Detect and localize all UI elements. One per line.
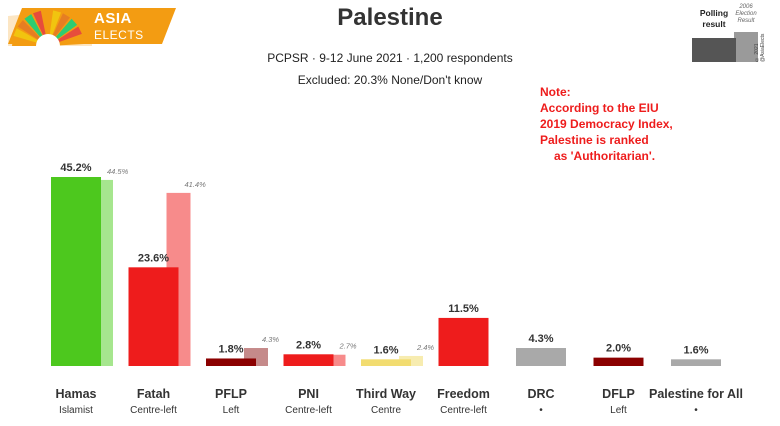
- note-line: Palestine is ranked: [540, 133, 649, 147]
- poll-value-label: 23.6%: [138, 252, 169, 264]
- poll-bar: [593, 357, 644, 366]
- party-ideology-label: Centre-left: [130, 405, 177, 416]
- poll-bar: [361, 359, 411, 366]
- legend-previous-label: 2006 Election Result: [735, 4, 757, 24]
- poll-value-label: 2.0%: [606, 343, 631, 355]
- previous-result-label: 4.3%: [262, 335, 279, 344]
- poll-value-label: 2.8%: [296, 339, 321, 351]
- chart-subtitle: PCPSR · 9-12 June 2021 · 1,200 responden…: [267, 51, 513, 65]
- party-name-label: PFLP: [215, 387, 247, 401]
- chart-legend: Polling result 2006 Election Result © 20…: [690, 4, 770, 62]
- party-ideology-label: Centre: [371, 405, 401, 416]
- logo-word-elects: ELECTS: [94, 28, 144, 42]
- poll-bar: [283, 354, 334, 366]
- logo-sun-center: [36, 34, 60, 46]
- poll-bar: [128, 267, 179, 366]
- party-ideology-label: Left: [223, 405, 240, 416]
- poll-value-label: 1.6%: [373, 344, 398, 356]
- democracy-index-note: Note: According to the EIU 2019 Democrac…: [540, 84, 720, 164]
- chart-title: Palestine: [337, 4, 443, 31]
- legend-polling-swatch: [692, 38, 736, 62]
- party-name-label: Freedom: [437, 387, 490, 401]
- poll-bar: [516, 348, 566, 366]
- poll-bar: [671, 359, 721, 366]
- legend-polling-label: Polling result: [699, 8, 729, 29]
- party-name-label: PNI: [298, 387, 319, 401]
- party-name-label: DRC: [527, 387, 554, 401]
- poll-bar: [206, 358, 256, 366]
- note-line: 2019 Democracy Index,: [540, 117, 673, 131]
- party-ideology-label: •: [694, 405, 698, 416]
- party-ideology-label: Centre-left: [285, 405, 332, 416]
- party-name-label: DFLP: [602, 387, 635, 401]
- previous-result-label: 44.5%: [107, 167, 129, 176]
- excluded-note: Excluded: 20.3% None/Don't know: [297, 73, 483, 87]
- poll-value-label: 4.3%: [528, 333, 553, 345]
- note-line: as 'Authoritarian'.: [554, 149, 656, 163]
- party-name-label: Palestine for All: [649, 387, 743, 401]
- poll-value-label: 11.5%: [448, 303, 479, 315]
- party-ideology-label: Islamist: [59, 405, 93, 416]
- previous-result-label: 41.4%: [185, 180, 207, 189]
- poll-bar: [438, 317, 489, 366]
- party-ideology-label: •: [539, 405, 543, 416]
- party-name-label: Hamas: [56, 387, 97, 401]
- party-ideology-label: Left: [610, 405, 627, 416]
- note-line: According to the EIU: [540, 101, 659, 115]
- previous-result-label: 2.7%: [339, 342, 357, 351]
- party-name-label: Fatah: [137, 387, 170, 401]
- logo-ray: [42, 10, 52, 46]
- asia-elects-logo: ASIA ELECTS: [8, 6, 176, 46]
- party-ideology-label: Centre-left: [440, 405, 487, 416]
- logo-word-asia: ASIA: [94, 10, 132, 27]
- poll-bar: [51, 177, 101, 366]
- poll-value-label: 1.6%: [683, 344, 708, 356]
- poll-value-label: 45.2%: [60, 162, 91, 174]
- previous-result-label: 2.4%: [416, 343, 434, 352]
- party-name-label: Third Way: [356, 387, 416, 401]
- legend-previous-swatch: [734, 32, 758, 62]
- note-line: Note:: [540, 85, 571, 99]
- poll-value-label: 1.8%: [218, 343, 243, 355]
- sunburst-icon: [8, 8, 92, 46]
